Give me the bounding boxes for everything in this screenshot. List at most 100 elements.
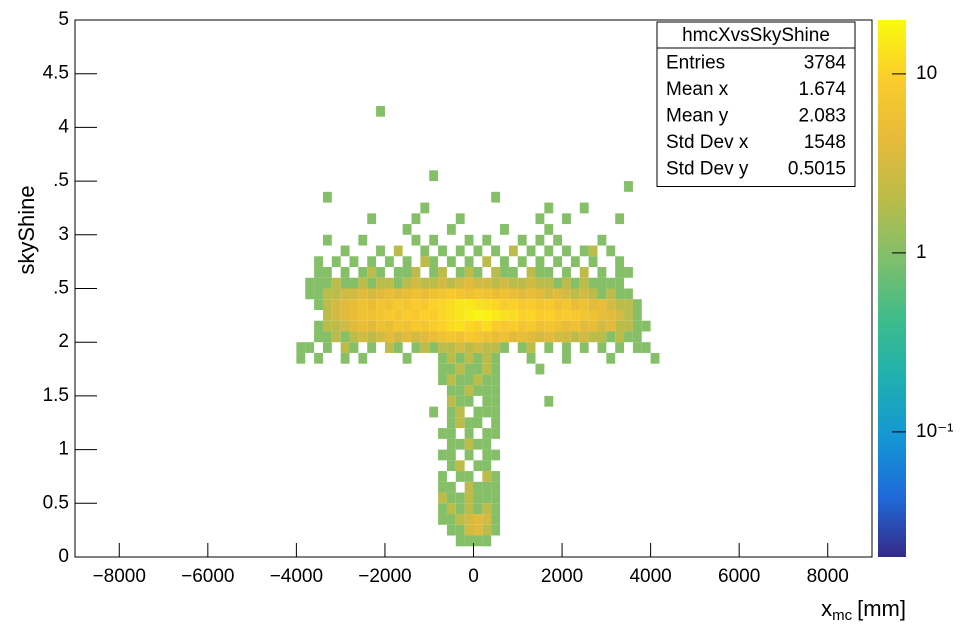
heatmap-cell [464,267,474,278]
heatmap-cell [411,277,421,289]
heatmap-cell [455,299,465,310]
heatmap-cell [322,320,332,332]
heatmap-cell [500,288,509,300]
heatmap-cell [491,331,501,343]
heatmap-cell [526,245,536,257]
heatmap-cell [446,438,456,450]
x-tick-label: −6000 [181,566,234,587]
heatmap-cell [455,385,465,396]
stats-label: Std Dev x [666,132,749,153]
heatmap-cell [349,342,359,353]
heatmap-cell [446,288,456,300]
heatmap-cell [446,428,456,439]
heatmap-cell [579,245,589,257]
heatmap-cell [508,288,518,300]
heatmap-cell [597,299,607,310]
heatmap-cell [491,428,501,439]
heatmap-cell [491,288,501,300]
heatmap-cell [570,320,580,332]
heatmap-cell [331,277,341,289]
heatmap-cell [624,267,633,278]
heatmap-cell [314,331,323,343]
heatmap-cell [376,320,385,332]
stats-label: Mean y [666,105,729,126]
heatmap-cell [553,277,563,289]
heatmap-cell [473,417,483,429]
heatmap-cell [349,288,359,300]
heatmap-cell [455,417,465,429]
heatmap-cell [615,277,625,289]
heatmap-cell [455,267,465,278]
heatmap-cell [420,202,430,214]
heatmap-cell [562,309,571,321]
heatmap-cell [517,331,527,343]
heatmap-cell [473,363,483,375]
heatmap-cell [473,503,483,515]
heatmap-cell [579,342,589,353]
heatmap-cell [402,256,412,268]
heatmap-cell [570,288,580,300]
heatmap-cell [455,320,465,332]
heatmap-cell [491,471,501,482]
heatmap-cell [508,331,518,343]
heatmap-cell [517,277,527,289]
heatmap-cell [420,320,430,332]
heatmap-cell [464,449,474,461]
heatmap-cell [455,277,465,289]
heatmap-cell [446,320,456,332]
heatmap-cell [562,213,571,225]
heatmap-cell [322,309,332,321]
heatmap-cell [526,299,536,310]
heatmap-cell [393,288,403,300]
heatmap-cell [526,277,536,289]
heatmap-cell [446,460,456,472]
heatmap-cell [570,331,580,343]
heatmap-cell [464,524,474,536]
heatmap-cell [562,288,571,300]
heatmap-cell [562,331,571,343]
heatmap-cell [376,267,385,278]
heatmap-cell [305,288,315,300]
heatmap-cell [482,234,492,246]
heatmap-cell [402,320,412,332]
heatmap-cell [473,299,483,310]
stats-label: Mean x [666,79,729,100]
heatmap-cell [367,342,377,353]
heatmap-cell [322,288,332,300]
heatmap-cell [367,320,377,332]
heatmap-cell [544,331,554,343]
heatmap-cell [438,471,447,482]
heatmap-cell [420,342,430,353]
heatmap-cell [464,492,474,504]
heatmap-cell [446,417,456,429]
stats-value: 1548 [804,132,846,153]
heatmap-cell [508,267,518,278]
heatmap-cell [411,342,421,353]
heatmap-cell [544,395,554,407]
heatmap-cell [402,277,412,289]
heatmap-cell [446,374,456,386]
heatmap-cell [641,342,651,353]
z-tick-label: 10 [916,63,937,84]
heatmap-cell [322,267,332,278]
heatmap-cell [464,374,474,386]
heatmap-cell [632,342,642,353]
heatmap-cell [455,471,465,482]
heatmap-cell [384,309,394,321]
heatmap-cell [517,234,527,246]
heatmap-cell [588,288,598,300]
heatmap-cell [526,320,536,332]
heatmap-cell [615,320,625,332]
heatmap-cell [464,234,474,246]
heatmap-cell [438,374,447,386]
heatmap-cell [473,481,483,493]
heatmap-cell [446,406,456,418]
heatmap-cell [464,352,474,364]
heatmap-cell [464,331,474,343]
y-tick-label: 4 [58,116,69,137]
heatmap-cell [322,342,332,353]
heatmap-cell [429,170,439,182]
heatmap-cell [314,352,323,364]
heatmap-cell [411,309,421,321]
y-tick-label: 1 [58,439,69,460]
